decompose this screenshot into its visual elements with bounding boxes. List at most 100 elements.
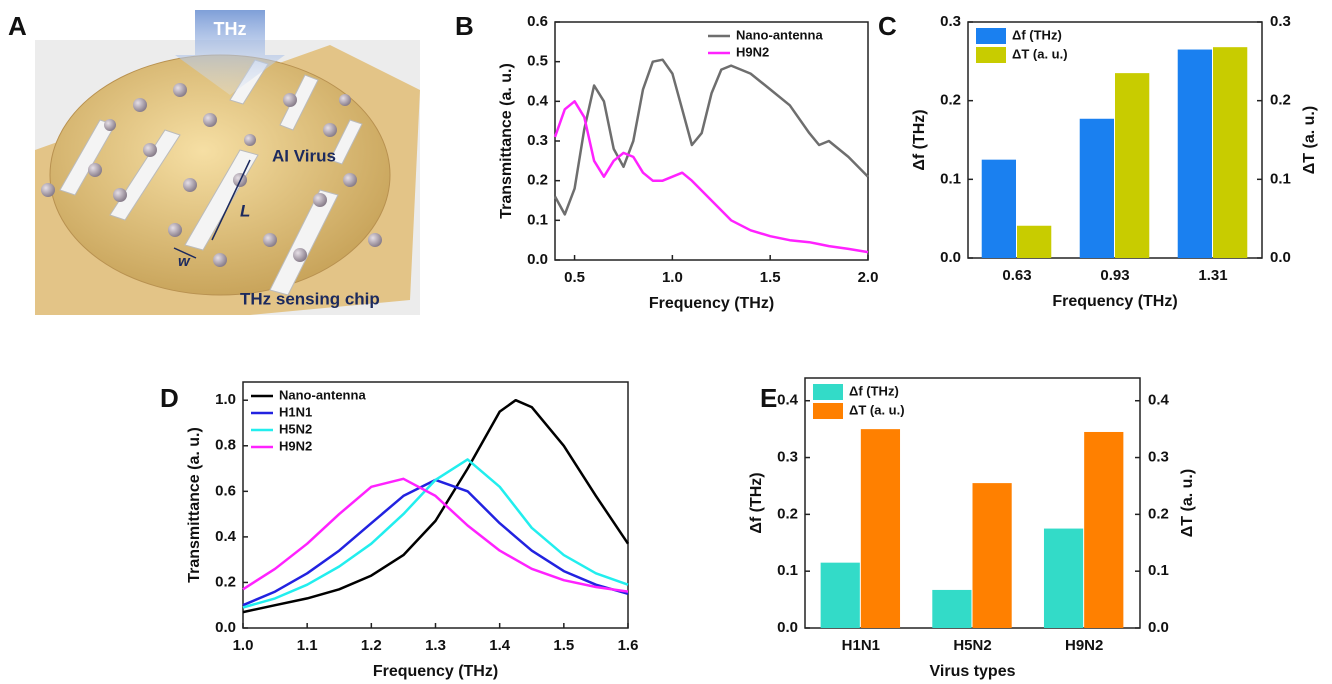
x-tick-label: 1.1 [297,637,318,654]
legend-label: Δf (THz) [849,383,899,398]
length-text: L [240,201,250,220]
legend-swatch [976,47,1006,63]
bar [981,159,1016,258]
y2-tick-label: 0.3 [1270,13,1291,30]
x-tick-label: 1.5 [760,269,781,286]
x-tick-label: H5N2 [953,637,991,654]
y2-tick-label: 0.2 [1148,505,1169,522]
y2-tick-label: 0.3 [1148,449,1169,466]
y-tick-label: 0.0 [215,619,236,636]
x-tick-label: 0.5 [564,269,585,286]
x-tick-label: 1.6 [618,637,639,654]
bar [1017,225,1052,258]
data-line [553,100,869,254]
legend-label: Δf (THz) [1012,27,1062,42]
legend-swatch [813,403,843,419]
thz-beam [175,10,285,95]
y-tick-label: 0.3 [777,449,798,466]
panel-label: D [160,383,179,413]
y2-tick-label: 0.4 [1148,392,1170,409]
legend-label: H9N2 [279,438,312,453]
x-axis-title: Frequency (THz) [1052,293,1177,310]
bar [1079,118,1114,258]
y-tick-label: 0.0 [527,251,548,268]
y-axis-title: Δf (THz) [911,109,928,170]
panel-label: B [455,11,474,41]
y2-tick-label: 0.0 [1148,619,1169,636]
data-line [242,478,629,607]
x-tick-label: 1.31 [1198,267,1227,284]
y-tick-label: 0.2 [940,92,961,109]
panel-label: C [878,11,897,41]
y-tick-label: 0.2 [777,505,798,522]
x-tick-label: 1.0 [233,637,254,654]
y2-tick-label: 0.2 [1270,92,1291,109]
y-axis-title: Transmittance (a. u.) [186,427,203,583]
x-tick-label: 0.93 [1100,267,1129,284]
y-tick-label: 0.0 [940,249,961,266]
y-tick-label: 0.1 [527,211,548,228]
bar [972,483,1012,628]
virus-particles [41,83,382,267]
y-tick-label: 0.1 [940,170,961,187]
y2-tick-label: 0.0 [1270,249,1291,266]
y2-tick-label: 0.1 [1148,562,1169,579]
y-tick-label: 0.8 [215,437,236,454]
x-axis-title: Frequency (THz) [373,663,498,680]
x-tick-label: H1N1 [842,637,880,654]
x-tick-label: 0.63 [1002,267,1031,284]
x-axis-title: Frequency (THz) [649,295,774,312]
y-tick-label: 0.2 [215,573,236,590]
y-axis-title: Transmittance (a. u.) [498,63,515,219]
panel-label: E [760,383,777,413]
legend-label: ΔT (a. u.) [849,402,905,417]
x-axis-title: Virus types [930,663,1016,680]
length-arrow [211,159,251,241]
x-tick-label: 2.0 [858,269,879,286]
y2-tick-label: 0.1 [1270,170,1291,187]
data-line [553,58,869,216]
x-tick-label: 1.0 [662,269,683,286]
x-tick-label: 1.5 [553,637,574,654]
legend-label: Nano-antenna [279,387,366,402]
x-tick-label: 1.3 [425,637,446,654]
y-tick-label: 0.3 [527,132,548,149]
legend-swatch [976,28,1006,44]
chart-panel: B 0.0 0.1 0.2 0.3 0.4 0.5 0.6 Transmittance (a. … [455,11,878,312]
y-tick-label: 0.2 [527,172,548,189]
x-tick-label: 1.4 [489,637,511,654]
legend-label: ΔT (a. u.) [1012,46,1068,61]
y-tick-label: 0.4 [215,528,237,545]
y-tick-label: 0.6 [527,13,548,30]
y-axis-title: Δf (THz) [748,472,765,533]
legend-label: H5N2 [279,421,312,436]
bar [820,562,860,628]
y-tick-label: 0.1 [777,562,798,579]
legend-label: H1N1 [279,404,312,419]
virus-text: AI Virus [272,146,336,165]
y-tick-label: 0.0 [777,619,798,636]
bar [1084,431,1124,628]
y-tick-label: 0.5 [527,53,548,70]
x-tick-label: 1.2 [361,637,382,654]
bar [860,429,901,628]
chart-panel: D 0.0 0.2 0.4 0.6 0.8 1.0 Transmittance (a. u.)… [160,381,639,680]
chip-text: THz sensing chip [240,289,380,308]
plot-frame [554,21,869,261]
bar [1115,73,1150,258]
y-tick-label: 0.4 [527,92,549,109]
width-arrow [173,247,197,259]
width-text: w [178,253,191,270]
x-tick-label: H9N2 [1065,637,1103,654]
bar [1177,49,1212,259]
y-tick-label: 0.3 [940,13,961,30]
legend-swatch [813,384,843,400]
data-line [242,458,629,609]
y-tick-label: 0.4 [777,392,799,409]
thz-text: THz [214,19,247,39]
data-line [242,398,630,614]
y2-axis-title: ΔT (a. u.) [1301,106,1318,174]
legend-label: H9N2 [736,44,769,59]
illustration: A THz AI Virus L w THz sensing chip [8,10,420,315]
